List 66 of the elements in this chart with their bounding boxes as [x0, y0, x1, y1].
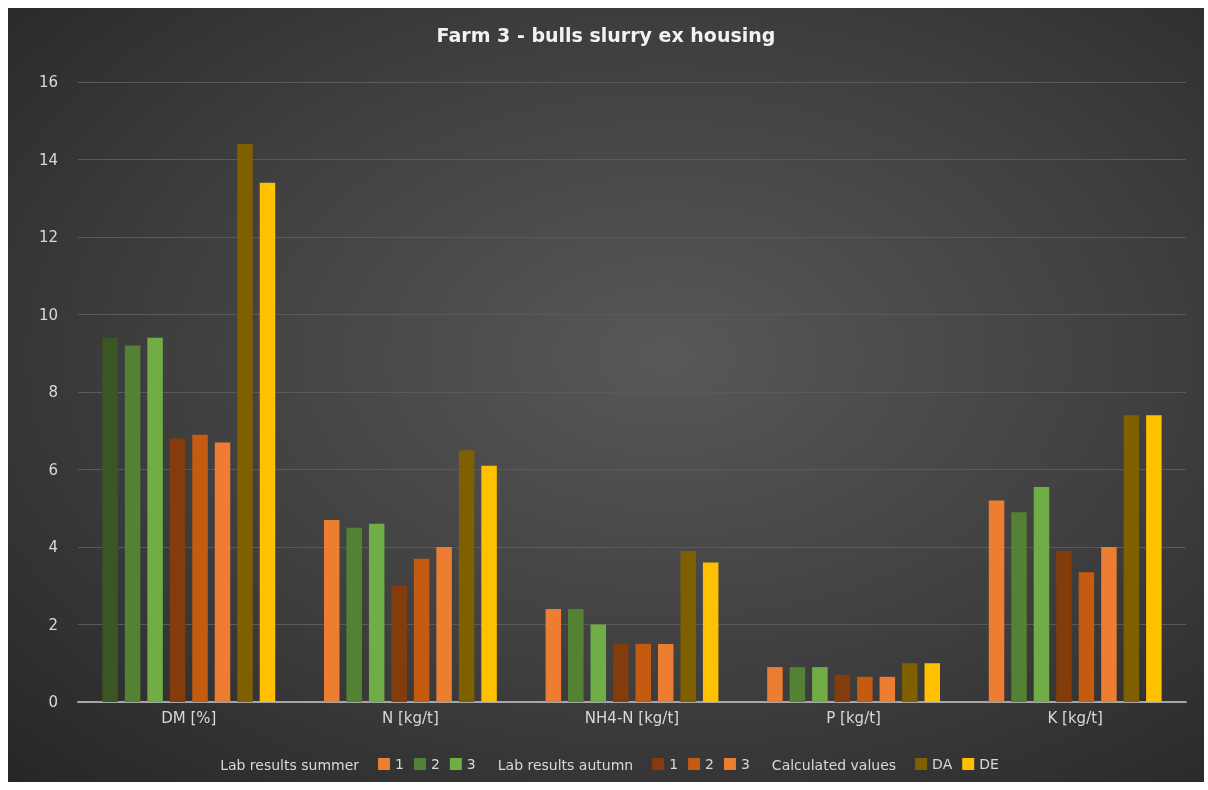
bar: [436, 547, 452, 702]
bar: [413, 558, 430, 702]
bar: [391, 585, 407, 702]
bar: [1056, 550, 1072, 702]
bar: [169, 438, 186, 702]
bar: [237, 144, 253, 702]
legend-label: 2: [705, 756, 714, 772]
x-tick-label: N [kg/t]: [381, 708, 439, 727]
bar: [902, 663, 918, 702]
bar: [1123, 415, 1140, 702]
bar: [124, 345, 141, 702]
bar: [657, 643, 674, 702]
bar: [545, 609, 562, 702]
bar: [1101, 547, 1117, 702]
legend-label: 3: [466, 756, 476, 772]
bar: [924, 663, 941, 702]
legend-label: 3: [740, 756, 750, 772]
bar: [259, 182, 276, 702]
bar: [1078, 572, 1095, 702]
bar: [214, 442, 231, 702]
bar: [147, 337, 163, 702]
legend-label: 1: [395, 756, 404, 772]
bar: [613, 643, 629, 702]
text: Lab results autumn: [497, 757, 634, 773]
bar: [767, 667, 783, 702]
bar: [568, 609, 584, 702]
bar: [857, 676, 873, 702]
y-tick-label: 16: [38, 73, 58, 91]
bar: [590, 624, 607, 702]
y-tick-label: 8: [48, 383, 58, 401]
text: Calculated values: [771, 757, 897, 773]
y-tick-label: 10: [38, 305, 58, 324]
y-tick-label: 2: [48, 615, 58, 634]
bar: [812, 667, 828, 702]
legend-label: 2: [430, 756, 440, 772]
bar: [879, 676, 896, 702]
bar: [481, 465, 497, 702]
chart-title: Farm 3 - bulls slurry ex housing: [436, 23, 776, 46]
y-tick-label: 12: [38, 228, 58, 246]
x-tick-label: NH4-N [kg/t]: [584, 708, 680, 727]
x-tick-label: K [kg/t]: [1047, 708, 1103, 727]
bar: [323, 519, 340, 702]
legend-label: 1: [669, 756, 679, 772]
x-tick-label: P [kg/t]: [826, 708, 881, 727]
bar: [635, 643, 651, 702]
bar: [368, 523, 385, 702]
legend-label: DE: [979, 756, 999, 772]
bar: [192, 434, 208, 702]
legend-label: DA: [932, 756, 953, 772]
bar: [680, 550, 696, 702]
bar: [789, 667, 806, 702]
bar: [1011, 512, 1027, 702]
bar: [988, 500, 1005, 702]
y-tick-label: 14: [38, 150, 58, 169]
bar: [702, 562, 719, 702]
bar: [102, 337, 118, 702]
text: Lab results summer: [220, 757, 360, 773]
bar: [1033, 486, 1050, 702]
x-tick-label: DM [%]: [161, 708, 217, 727]
bar: [834, 674, 851, 702]
y-tick-label: 4: [48, 538, 58, 556]
y-tick-label: 0: [48, 693, 58, 711]
bar: [346, 527, 362, 702]
bar: [1146, 415, 1162, 702]
bar: [458, 450, 475, 702]
y-tick-label: 6: [48, 460, 58, 479]
